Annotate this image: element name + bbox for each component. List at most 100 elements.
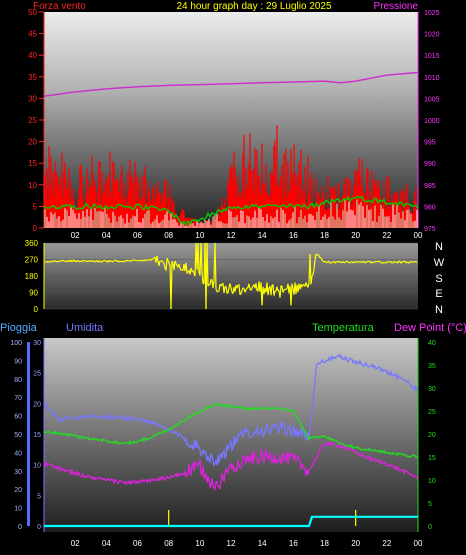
wind-direction-segment — [267, 287, 270, 296]
wind-direction-segment — [210, 278, 213, 281]
wind-direction-segment — [242, 287, 245, 290]
wind-x-tick-10: 10 — [195, 231, 204, 240]
wind-direction-segment — [152, 257, 155, 260]
wind-y-tick-10: 10 — [28, 181, 37, 190]
wind-direction-segment — [326, 261, 329, 264]
wind-direction-segment — [321, 259, 324, 262]
pressure-y-tick-990: 990 — [424, 161, 436, 168]
climate-panel — [44, 338, 418, 532]
wind-direction-segment — [217, 290, 220, 293]
wind-direction-segment — [46, 261, 49, 263]
wind-direction-segment — [112, 260, 115, 263]
rain-y-tick-0: 0 — [18, 524, 22, 531]
wind-direction-segment — [143, 259, 146, 262]
wind-x-tick-22: 22 — [382, 231, 391, 240]
wind-direction-segment — [338, 260, 341, 263]
wind-direction-segment — [168, 262, 171, 266]
wind-direction-segment — [340, 261, 343, 264]
humidity-y-tick-20: 20 — [33, 401, 41, 408]
wind-direction-trace — [44, 242, 418, 310]
wind-direction-segment — [400, 261, 403, 264]
wind-direction-segment — [347, 261, 350, 264]
wind-direction-segment — [123, 260, 126, 262]
wind-direction-segment — [307, 282, 310, 288]
humidity-legend: Umidita — [66, 322, 104, 334]
wind-x-tick-02: 02 — [71, 231, 80, 240]
wind-direction-segment — [110, 260, 113, 263]
wind-direction-segment — [317, 254, 320, 257]
wind-direction-segment — [382, 262, 385, 264]
pressure-y-tick-1015: 1015 — [424, 53, 440, 60]
climate-x-tick-14: 14 — [258, 539, 267, 548]
wind-y-tick-35: 35 — [28, 73, 37, 82]
wind-x-tick-16: 16 — [289, 231, 298, 240]
wind-direction-segment — [305, 282, 308, 286]
wind-average-line — [43, 195, 419, 227]
wind-direction-segment — [282, 289, 285, 293]
wind-direction-segment — [309, 253, 312, 285]
wind-direction-segment — [122, 260, 125, 263]
wind-direction-segment — [81, 260, 84, 263]
wind-direction-segment — [206, 242, 209, 287]
wind-x-tick-00: 00 — [414, 231, 423, 240]
wind-direction-segment — [186, 272, 189, 274]
wind-direction-segment — [156, 255, 159, 262]
wind-direction-segment — [109, 260, 112, 263]
wind-direction-segment — [108, 259, 111, 262]
wind-direction-segment — [126, 259, 129, 262]
wind-direction-segment — [316, 253, 319, 256]
wind-direction-segment — [175, 263, 178, 266]
wind-direction-segment — [52, 260, 55, 263]
wind-direction-segment — [236, 284, 239, 289]
pressure-y-tick-1010: 1010 — [424, 75, 440, 82]
wind-direction-segment — [90, 259, 93, 262]
temperature-y-tick-15: 15 — [428, 455, 436, 462]
wind-direction-segment — [174, 260, 177, 264]
wind-direction-segment — [214, 242, 217, 290]
wind-direction-segment — [200, 242, 203, 272]
wind-direction-segment — [47, 260, 50, 263]
wind-y-tick-0: 0 — [33, 224, 38, 233]
wind-direction-segment — [291, 283, 294, 289]
wind-direction-segment — [58, 260, 61, 263]
climate-x-tick-08: 08 — [164, 539, 173, 548]
pressure-y-tick-975: 975 — [424, 226, 436, 233]
wind-direction-segment — [101, 260, 104, 263]
wind-direction-segment — [390, 261, 393, 264]
wind-direction-segment — [406, 261, 409, 264]
direction-label-e: E — [435, 288, 442, 300]
wind-direction-segment — [354, 261, 357, 263]
climate-x-tick-06: 06 — [133, 539, 142, 548]
wind-direction-segment — [328, 260, 331, 264]
wind-direction-segment — [320, 257, 323, 261]
wind-direction-segment — [315, 253, 318, 256]
wind-direction-segment — [310, 275, 313, 285]
wind-direction-segment — [314, 253, 317, 260]
wind-direction-segment — [44, 260, 47, 263]
wind-direction-segment — [301, 284, 304, 288]
wind-direction-segment — [137, 259, 140, 262]
wind-direction-segment — [105, 260, 108, 263]
wind-direction-segment — [342, 261, 345, 263]
pressure-line — [43, 71, 419, 97]
direction-y-tick-180: 180 — [25, 272, 39, 281]
wind-direction-segment — [373, 261, 376, 264]
climate-x-tick-16: 16 — [289, 539, 298, 548]
temperature-y-tick-35: 35 — [428, 363, 436, 370]
wind-direction-segment — [147, 258, 150, 261]
wind-direction-segment — [166, 257, 169, 261]
wind-x-tick-14: 14 — [258, 231, 267, 240]
wind-direction-segment — [276, 286, 279, 291]
wind-direction-segment — [51, 260, 54, 262]
wind-direction-segment — [53, 260, 56, 262]
wind-direction-segment — [54, 259, 57, 262]
rain-y-tick-70: 70 — [14, 395, 22, 402]
wind-direction-segment — [86, 260, 89, 263]
wind-direction-segment — [380, 262, 383, 264]
wind-y-tick-20: 20 — [28, 138, 37, 147]
wind-direction-segment — [165, 258, 168, 271]
rain-line — [44, 515, 418, 528]
pressure-y-tick-980: 980 — [424, 204, 436, 211]
climate-x-tick-20: 20 — [351, 539, 360, 548]
wind-direction-segment — [410, 261, 413, 264]
